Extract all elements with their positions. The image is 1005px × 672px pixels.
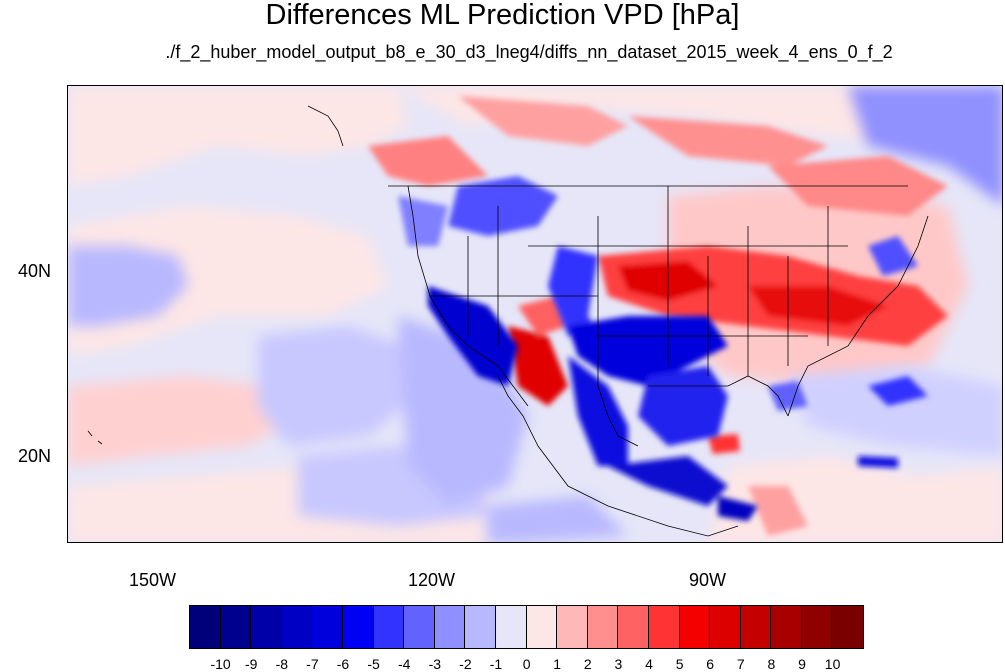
map-subtitle: ./f_2_huber_model_output_b8_e_30_d3_lneg… [165,42,893,62]
colorbar-tick-label: -4 [397,656,411,672]
map-panel [67,85,1003,543]
lon-label-120w: 120W [408,570,456,590]
colorbar-tick-label: 5 [675,656,684,672]
colorbar-swatch [771,606,802,648]
colorbar-swatch [281,606,313,648]
colorbar-tick-label: 4 [645,656,653,672]
coastlines-and-borders [87,105,929,537]
colorbar-tick-label: 7 [736,656,745,672]
colorbar-tick-label: 6 [706,656,715,672]
colorbar-swatch [801,606,833,648]
lat-label-40n: 40N [18,261,52,281]
colorbar-swatch [342,606,374,648]
colorbar-tick-label: 0 [522,656,531,672]
lat-label-20n: 20N [18,446,52,466]
colorbar-tick-label: -6 [336,656,350,672]
colorbar-swatch [465,606,496,648]
colorbar-tick-label: -3 [428,656,442,672]
colorbar [189,605,865,649]
colorbar-swatch [495,606,527,648]
colorbar-tick-label: -5 [367,656,380,672]
colorbar-swatch [190,606,221,648]
colorbar-tick-label: -7 [306,656,319,672]
positive-anomaly-regions [368,96,948,536]
colorbar-tick-label: 1 [553,656,562,672]
colorbar-swatch [312,606,343,648]
colorbar-swatch [557,606,588,648]
lon-label-150w: 150W [129,570,177,590]
colorbar-swatch [618,606,649,648]
colorbar-tick-label: -1 [489,656,503,672]
colorbar-swatch [434,606,466,648]
colorbar-swatch [648,606,680,648]
colorbar-swatch [251,606,282,648]
colorbar-tick-label: 9 [798,656,806,672]
colorbar-swatch [679,606,711,648]
colorbar-swatch [404,606,435,648]
colorbar-swatch [587,606,619,648]
lon-label-90w: 90W [689,570,727,590]
colorbar-tick-label: 2 [583,656,592,672]
colorbar-tick-label: -2 [459,656,472,672]
light-positive-regions [68,86,1002,542]
colorbar-swatch [526,606,558,648]
vpd-difference-map [68,86,1002,542]
colorbar-swatch [710,606,741,648]
colorbar-tick-label: -8 [275,656,289,672]
colorbar-tick-label: 10 [824,656,841,672]
colorbar-tick-label: -10 [210,656,231,672]
colorbar-tick-label: -9 [244,656,258,672]
colorbar-swatch [373,606,405,648]
colorbar-swatch [740,606,772,648]
colorbar-swatch [220,606,252,648]
light-negative-regions [68,86,1002,542]
colorbar-swatch [832,606,864,648]
colorbar-tick-label: 8 [767,656,776,672]
colorbar-tick-label: 3 [614,656,623,672]
map-title: Differences ML Prediction VPD [hPa] [265,0,740,31]
